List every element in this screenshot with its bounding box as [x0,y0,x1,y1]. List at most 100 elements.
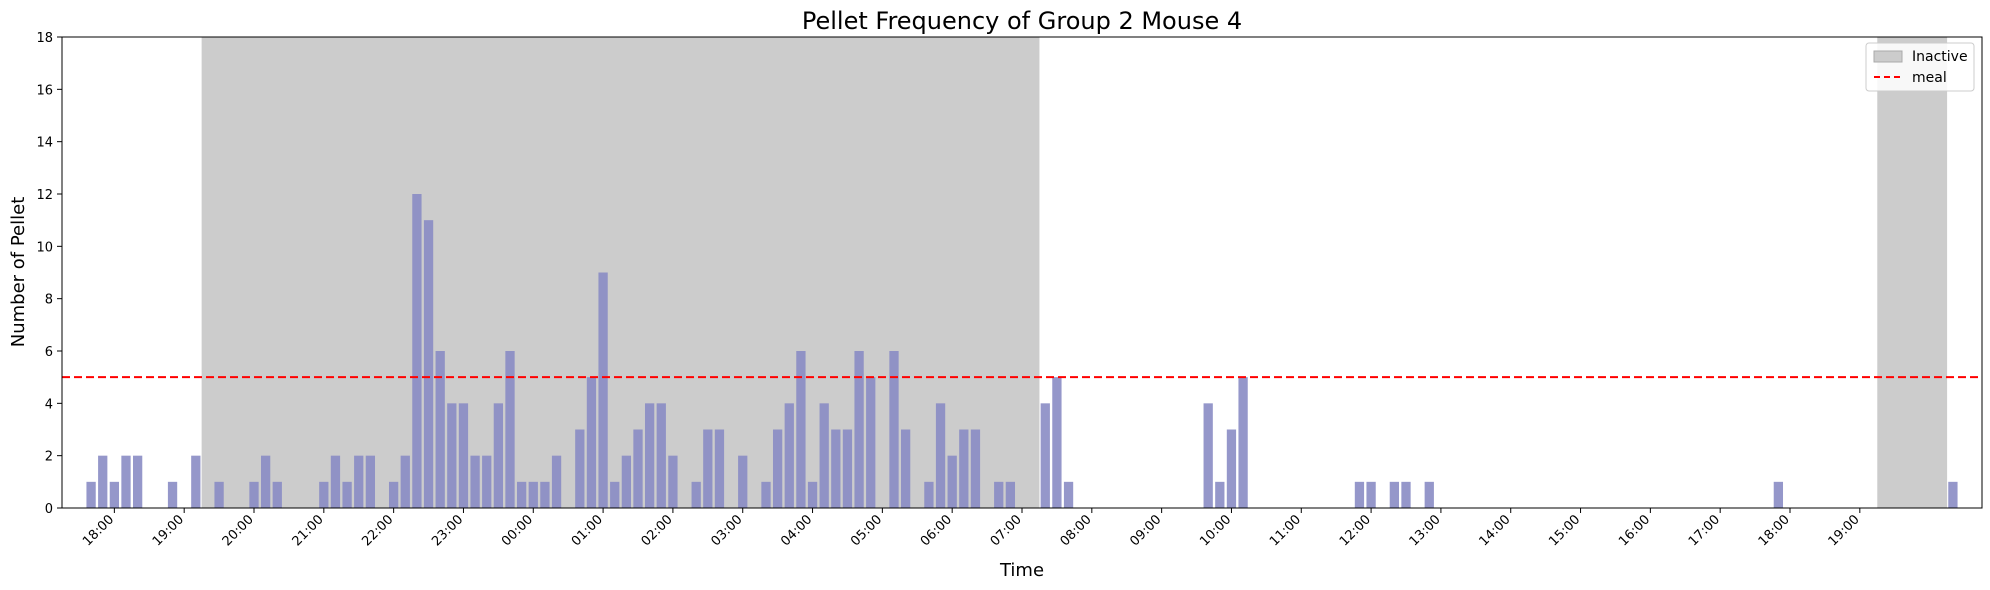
bar [772,429,783,508]
bar [1005,481,1016,508]
bar [866,377,876,508]
bar [1215,481,1225,508]
bar [121,455,131,508]
bar [784,403,794,508]
bar [388,481,399,508]
inactive-region [201,37,1040,508]
bar [1773,481,1784,508]
bar [831,429,841,508]
inactive-shading [201,37,1948,508]
bar [1366,481,1376,508]
bar [505,351,515,508]
bar [435,351,445,508]
bar [1052,377,1062,508]
bar [458,403,469,508]
bar [330,455,341,508]
bar [423,220,434,508]
bar [109,481,120,508]
bar [98,455,108,508]
bar [644,403,655,508]
bar [540,481,550,508]
y-tick-label: 2 [45,450,53,465]
bar [959,429,969,508]
bar [354,455,364,508]
bar [412,194,422,508]
x-axis-title: Time [999,560,1044,581]
bar [1424,481,1434,508]
y-tick-label: 18 [36,31,53,46]
bar [214,481,224,508]
bar [551,455,562,508]
bar [470,455,480,508]
bar [691,481,701,508]
y-tick-label: 12 [36,188,53,203]
chart-title: Pellet Frequency of Group 2 Mouse 4 [802,7,1242,35]
legend: Inactive meal [1865,42,1975,92]
bar [365,455,376,508]
bar [86,481,96,508]
bar [528,481,538,508]
bar [342,481,352,508]
y-tick-label: 6 [45,345,53,360]
y-tick-label: 16 [36,83,53,98]
bar [900,429,911,508]
y-tick-label: 10 [36,240,53,255]
bar [1063,481,1074,508]
bar [796,351,806,508]
bar [191,455,201,508]
legend-inactive-swatch [1873,50,1903,63]
bar [1401,481,1411,508]
bar [970,429,981,508]
bar [272,481,282,508]
bar [947,455,957,508]
bar [132,455,143,508]
y-tick-label: 14 [36,136,53,151]
bar [703,429,713,508]
legend-inactive-label: Inactive [1912,49,1968,65]
bar [516,481,527,508]
bar [668,455,678,508]
y-tick-label: 8 [45,293,53,308]
bar [1354,481,1365,508]
bar [1226,429,1237,508]
bar [319,481,329,508]
y-axis: 0 2 4 6 8 10 12 14 16 18 [36,31,62,517]
bar [610,481,620,508]
bar [447,403,457,508]
bar [889,351,899,508]
bar [1389,481,1400,508]
bar [714,429,725,508]
bar [935,403,946,508]
bar [1948,481,1958,508]
bar [842,429,853,508]
inactive-region [1877,37,1948,508]
bar [633,429,643,508]
y-tick-label: 4 [45,397,53,412]
bar [854,351,864,508]
bar [994,481,1004,508]
bar [621,455,632,508]
bar [761,481,771,508]
bar [924,481,934,508]
bar [819,403,829,508]
bar [586,377,597,508]
bar [249,481,259,508]
y-tick-label: 0 [45,502,53,517]
bar [1040,403,1050,508]
bar [598,272,608,508]
legend-meal-label: meal [1912,70,1947,86]
bars [86,194,1958,508]
bar [1238,377,1248,508]
bar [400,455,410,508]
bar [1203,403,1213,508]
bar [656,403,666,508]
bar [575,429,585,508]
bar [493,403,504,508]
y-axis-title: Number of Pellet [8,197,29,348]
bar [807,481,818,508]
bar [482,455,492,508]
bar [260,455,271,508]
bar [738,455,748,508]
bar [167,481,178,508]
